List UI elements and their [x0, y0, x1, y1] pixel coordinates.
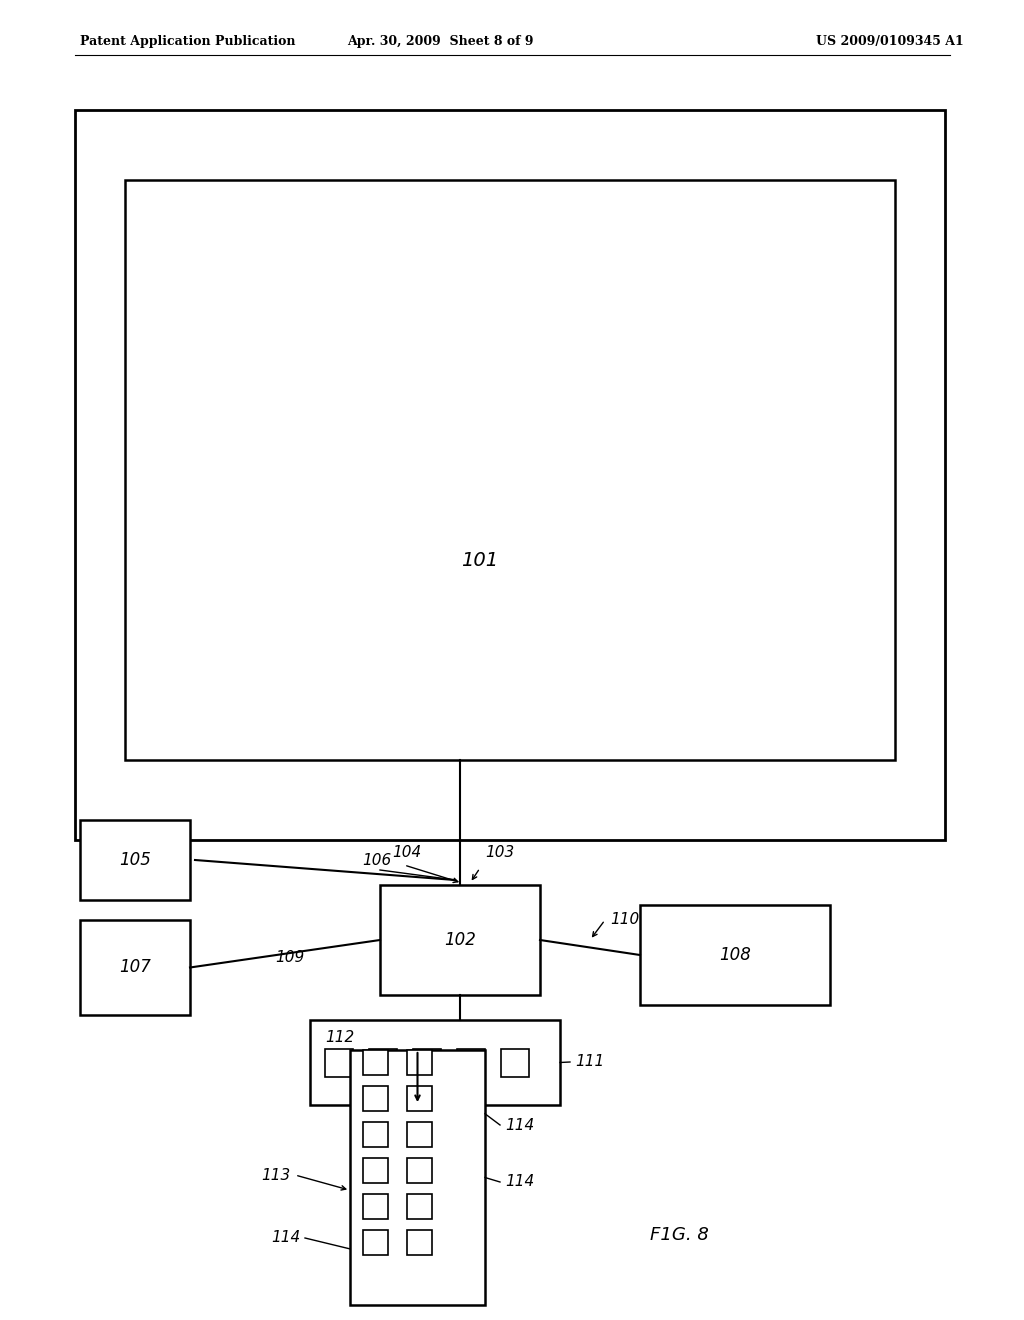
Text: US 2009/0109345 A1: US 2009/0109345 A1 [816, 36, 964, 48]
Text: 114: 114 [505, 1118, 535, 1133]
Bar [407, 1230, 432, 1255]
Bar [362, 1195, 388, 1218]
Text: 105: 105 [119, 851, 151, 869]
Text: 108: 108 [719, 946, 751, 964]
Text: 101: 101 [462, 550, 499, 569]
Bar [380, 884, 540, 995]
Text: F1G. 8: F1G. 8 [650, 1226, 709, 1243]
Bar [362, 1230, 388, 1255]
Bar [407, 1086, 432, 1111]
Bar [362, 1122, 388, 1147]
Text: Patent Application Publication: Patent Application Publication [80, 36, 296, 48]
Bar [80, 920, 190, 1015]
Text: 114: 114 [505, 1175, 535, 1189]
Bar [413, 1048, 441, 1077]
Bar [457, 1048, 485, 1077]
Text: 107: 107 [119, 958, 151, 977]
Bar [325, 1048, 353, 1077]
Bar [125, 180, 895, 760]
Bar [362, 1086, 388, 1111]
Text: 110: 110 [610, 912, 639, 928]
Bar [362, 1158, 388, 1183]
Text: 109: 109 [275, 950, 305, 965]
Text: 102: 102 [444, 931, 476, 949]
Text: 111: 111 [575, 1055, 604, 1069]
Text: 112: 112 [326, 1030, 355, 1045]
Bar [75, 110, 945, 840]
Bar [501, 1048, 529, 1077]
Text: 113: 113 [261, 1167, 290, 1183]
Bar [350, 1049, 485, 1305]
Bar [407, 1049, 432, 1074]
Text: 104: 104 [392, 845, 421, 861]
Bar [407, 1195, 432, 1218]
Bar [369, 1048, 397, 1077]
Bar [407, 1158, 432, 1183]
Bar [362, 1049, 388, 1074]
Bar [640, 906, 830, 1005]
Text: 106: 106 [362, 853, 391, 869]
Bar [80, 820, 190, 900]
Text: 103: 103 [485, 845, 514, 861]
Bar [310, 1020, 560, 1105]
Text: 114: 114 [270, 1230, 300, 1246]
Text: Apr. 30, 2009  Sheet 8 of 9: Apr. 30, 2009 Sheet 8 of 9 [347, 36, 534, 48]
Bar [407, 1122, 432, 1147]
